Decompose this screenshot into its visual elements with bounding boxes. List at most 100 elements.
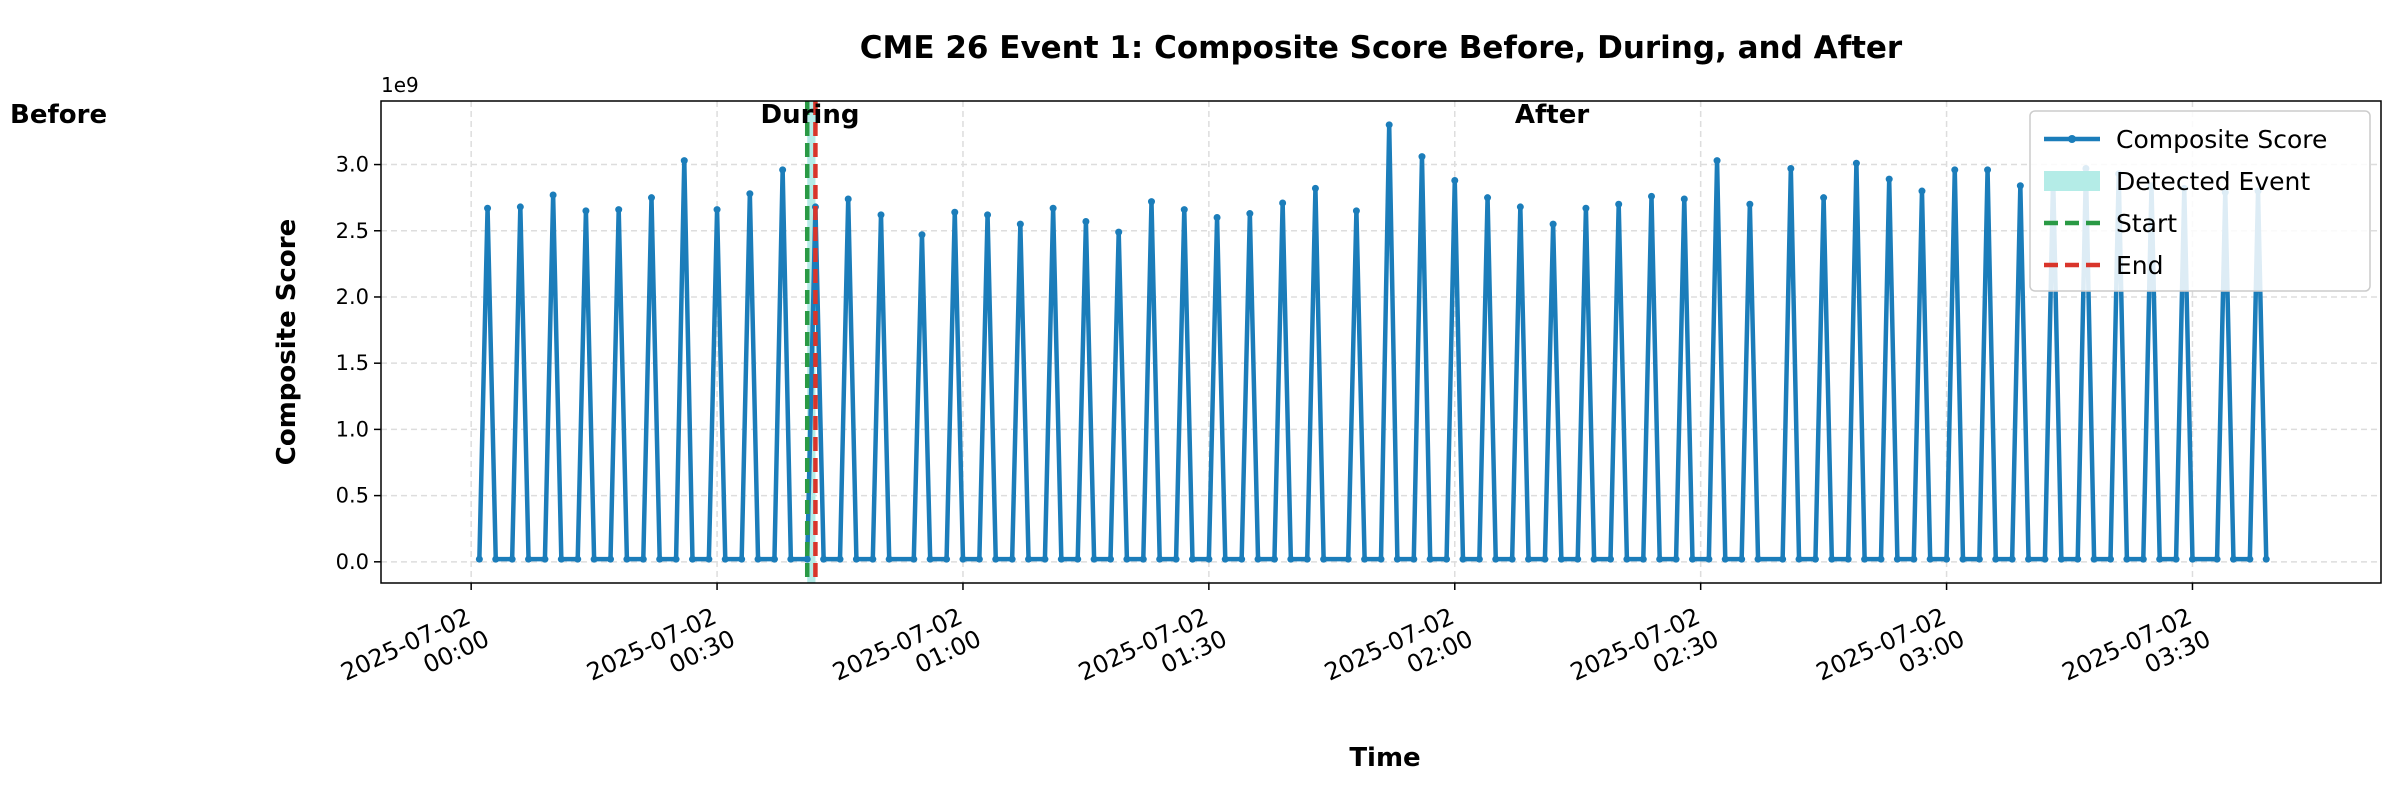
data-point	[623, 555, 631, 563]
data-point	[1426, 555, 1434, 563]
data-point	[1303, 555, 1311, 563]
data-point	[656, 555, 664, 563]
data-point	[721, 555, 729, 563]
data-point	[1057, 555, 1065, 563]
region-label: After	[1515, 100, 1589, 130]
data-point	[2074, 555, 2082, 563]
data-point	[770, 555, 778, 563]
data-point	[516, 203, 524, 211]
data-point	[1410, 555, 1418, 563]
data-point	[2057, 555, 2065, 563]
data-point	[1705, 555, 1713, 563]
data-point	[590, 555, 598, 563]
data-point	[1172, 555, 1180, 563]
data-point	[1443, 555, 1451, 563]
data-point	[1270, 555, 1278, 563]
data-point	[1680, 195, 1688, 203]
x-tick-label: 2025-07-02 01:00	[828, 599, 985, 712]
series-line	[477, 122, 2269, 562]
legend-label: End	[2116, 251, 2164, 280]
data-point	[1311, 184, 1319, 192]
data-point	[1811, 555, 1819, 563]
data-point	[1156, 555, 1164, 563]
data-point	[2172, 555, 2180, 563]
data-point	[1607, 555, 1615, 563]
x-tick-label: 2025-07-02 03:00	[1812, 599, 1969, 712]
legend-label: Composite Score	[2116, 125, 2327, 154]
data-point	[1492, 555, 1500, 563]
data-point	[910, 555, 918, 563]
y-tick-label: 0.0	[336, 550, 369, 574]
data-point	[984, 211, 992, 219]
data-point	[1943, 555, 1951, 563]
x-tick-label: 2025-07-02 00:30	[582, 599, 739, 712]
data-point	[738, 555, 746, 563]
data-point	[1139, 555, 1147, 563]
data-point	[852, 555, 860, 563]
y-offset-label: 1e9	[381, 73, 419, 97]
data-point	[1779, 555, 1787, 563]
data-point	[1992, 555, 2000, 563]
chart-title: CME 26 Event 1: Composite Score Before, …	[860, 30, 1903, 66]
data-point	[754, 555, 762, 563]
data-point	[1459, 555, 1467, 563]
data-point	[1525, 555, 1533, 563]
legend-label: Detected Event	[2116, 167, 2310, 196]
data-point	[639, 555, 647, 563]
y-tick-label: 2.5	[336, 219, 369, 243]
data-point	[1385, 121, 1393, 129]
data-point	[2139, 555, 2147, 563]
x-axis-label: Time	[1349, 743, 1420, 773]
data-point	[803, 555, 811, 563]
legend-label: Start	[2116, 209, 2177, 238]
data-point	[1959, 555, 1967, 563]
data-point	[525, 555, 533, 563]
data-point	[1115, 228, 1123, 236]
data-point	[1049, 204, 1057, 212]
data-point	[1188, 555, 1196, 563]
data-point	[2262, 555, 2270, 563]
data-point	[959, 555, 967, 563]
data-point	[1377, 555, 1385, 563]
data-point	[1557, 555, 1565, 563]
y-tick-label: 1.5	[336, 351, 369, 375]
region-label: Before	[10, 100, 107, 130]
data-point	[1484, 194, 1492, 202]
data-point	[975, 555, 983, 563]
data-point	[992, 555, 1000, 563]
legend-swatch	[2044, 171, 2100, 191]
data-point	[2025, 555, 2033, 563]
data-point	[1828, 555, 1836, 563]
data-point	[1008, 555, 1016, 563]
data-point	[1451, 176, 1459, 184]
x-tick-label: 2025-07-02 02:30	[1566, 599, 1723, 712]
data-point	[2016, 182, 2024, 190]
y-tick-label: 3.0	[336, 153, 369, 177]
data-point	[2107, 555, 2115, 563]
data-point	[1746, 200, 1754, 208]
data-point	[820, 555, 828, 563]
data-point	[1082, 218, 1090, 225]
y-tick-label: 2.0	[336, 285, 369, 309]
data-point	[1721, 555, 1729, 563]
data-point	[869, 555, 877, 563]
data-point	[1910, 555, 1918, 563]
data-point	[926, 555, 934, 563]
data-point	[1647, 192, 1655, 200]
data-point	[1180, 206, 1188, 214]
data-point	[1951, 166, 1959, 174]
data-point	[1713, 157, 1721, 165]
data-point	[1418, 153, 1426, 161]
data-point	[2008, 555, 2016, 563]
data-point	[475, 555, 483, 563]
data-point	[1975, 555, 1983, 563]
data-point	[713, 206, 721, 214]
data-point	[1107, 555, 1115, 563]
data-point	[1738, 555, 1746, 563]
data-point	[1787, 165, 1795, 173]
y-axis-label: Composite Score	[272, 219, 302, 465]
data-point	[484, 204, 492, 212]
data-point	[680, 157, 688, 165]
